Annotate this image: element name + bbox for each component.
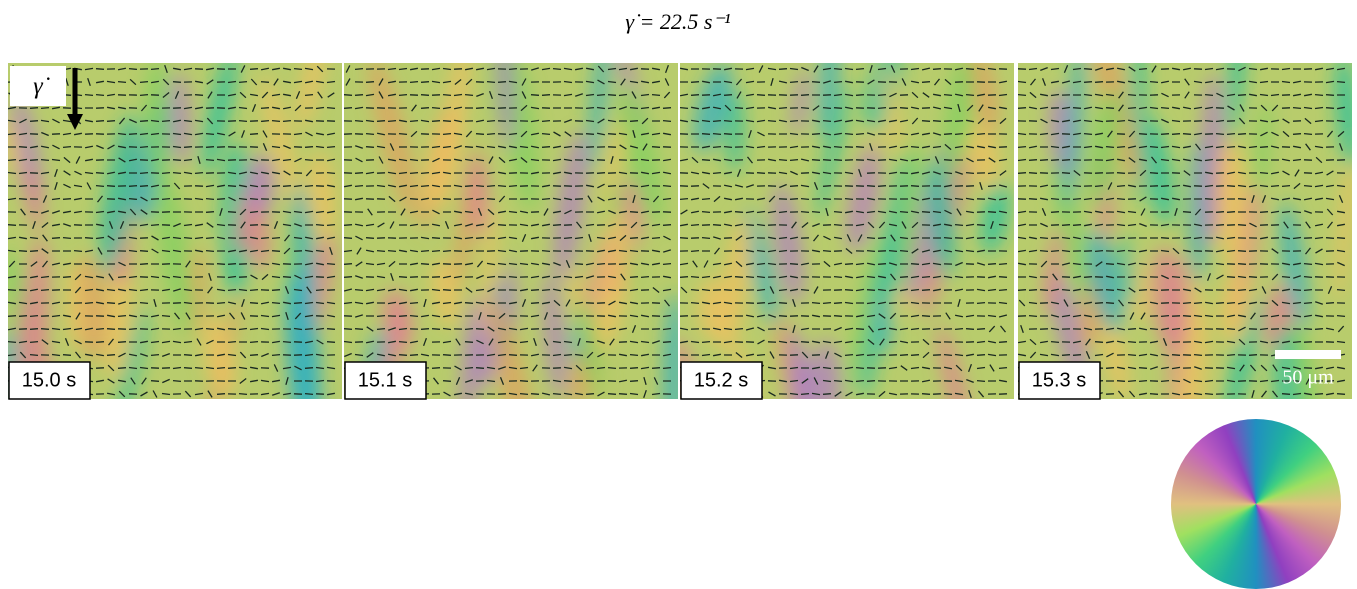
figure: γ̇ = 22.5 s⁻¹ 15.0 s15.1 s15.2 s15.3 s γ… [0, 0, 1357, 589]
scale-bar [1275, 350, 1341, 359]
color-wheel [1171, 419, 1341, 589]
time-label: 15.1 s [358, 369, 412, 391]
scale-bar-label: 50 μm [1282, 367, 1334, 389]
panels: 15.0 s 15.1 s 15.2 s 15.3 s [0, 0, 1357, 468]
figure-title: γ̇ = 22.5 s⁻¹ [625, 9, 730, 34]
time-label: 15.2 s [694, 369, 748, 391]
time-label: 15.3 s [1032, 369, 1086, 391]
page: γ̇ = 22.5 s⁻¹ 15.0 s15.1 s15.2 s15.3 s γ… [0, 0, 1357, 589]
time-label: 15.0 s [22, 369, 76, 391]
